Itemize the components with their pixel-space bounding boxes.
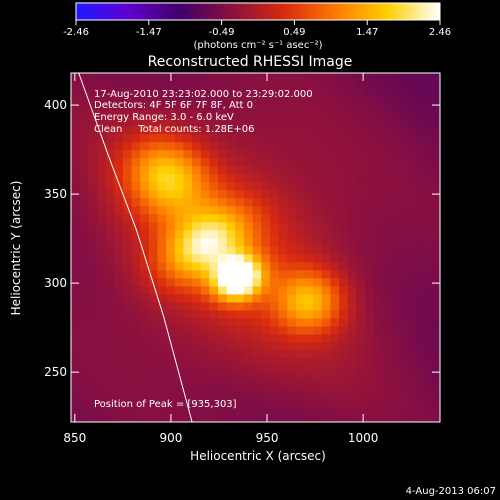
info-peak-position: Position of Peak = [935,303] bbox=[94, 399, 237, 410]
colorbar-unit-label: (photons cm⁻² s⁻¹ asec⁻²) bbox=[193, 40, 322, 51]
colorbar-gradient bbox=[75, 2, 441, 21]
x-tick-label: 850 bbox=[63, 431, 86, 445]
y-tick-label: 350 bbox=[44, 187, 67, 201]
colorbar-tick-label: 1.47 bbox=[356, 27, 378, 38]
x-tick-label: 1000 bbox=[348, 431, 379, 445]
colorbar-tick-label: -2.46 bbox=[63, 27, 89, 38]
info-annotations: 17-Aug-2010 23:23:02.000 to 23:29:02.000… bbox=[94, 89, 313, 410]
x-tick-label: 900 bbox=[159, 431, 182, 445]
y-tick-label: 400 bbox=[44, 98, 67, 112]
y-axis-label: Heliocentric Y (arcsec) bbox=[9, 181, 23, 316]
info-clean-counts: Clean Total counts: 1.28E+06 bbox=[94, 124, 254, 135]
solar-limb-line bbox=[78, 73, 193, 422]
y-tick-label: 250 bbox=[44, 365, 67, 379]
timestamp: 4-Aug-2013 06:07 bbox=[406, 486, 496, 497]
plot-title: Reconstructed RHESSI Image bbox=[148, 54, 353, 70]
x-axis-label: Heliocentric X (arcsec) bbox=[190, 449, 326, 463]
info-detectors: Detectors: 4F 5F 6F 7F 8F, Att 0 bbox=[94, 100, 253, 111]
colorbar-tick-label: 0.49 bbox=[283, 27, 305, 38]
colorbar: -2.46 -1.47 -0.49 0.49 1.47 2.46 (photons cm⁻… bbox=[63, 2, 451, 51]
y-tick-label: 300 bbox=[44, 276, 67, 290]
info-time-range: 17-Aug-2010 23:23:02.000 to 23:29:02.000 bbox=[94, 89, 313, 100]
colorbar-tick-label: -1.47 bbox=[136, 27, 162, 38]
rhessi-image bbox=[71, 73, 440, 422]
x-tick-label: 950 bbox=[256, 431, 279, 445]
plot-frame bbox=[70, 72, 441, 423]
axis-ticks: 850 900 950 1000 250 300 350 400 bbox=[44, 73, 440, 445]
image-pixels bbox=[71, 73, 440, 422]
colorbar-tick-label: 2.46 bbox=[429, 27, 451, 38]
info-energy-range: Energy Range: 3.0 - 6.0 keV bbox=[94, 112, 234, 123]
colorbar-ticks: -2.46 -1.47 -0.49 0.49 1.47 2.46 bbox=[63, 20, 451, 38]
colorbar-tick-label: -0.49 bbox=[209, 27, 235, 38]
